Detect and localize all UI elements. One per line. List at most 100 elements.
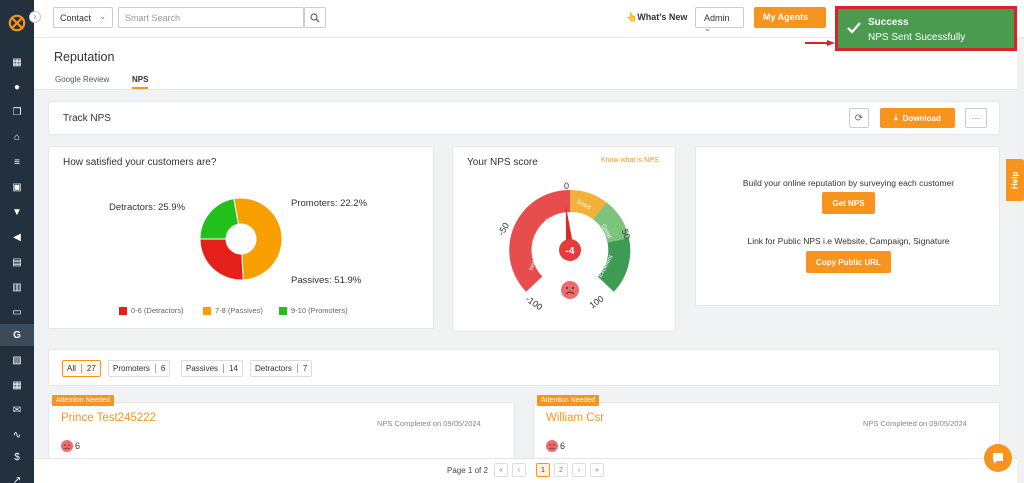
sad-face-icon [546, 440, 558, 452]
pie-slice-passives [233, 197, 283, 281]
mail-icon[interactable]: ✉ [12, 404, 22, 416]
last-page-button[interactable]: » [589, 463, 604, 477]
satisfaction-pie-chart [199, 197, 283, 281]
search-icon [310, 12, 320, 22]
filter-icon[interactable]: ▼ [12, 206, 22, 218]
gauge-hub [559, 239, 581, 261]
copy-public-url-button[interactable]: Copy Public URL [806, 251, 891, 273]
detractors-data-label: Detractors: 25.9% [109, 202, 186, 213]
filter-all[interactable]: All 27 [62, 360, 101, 377]
get-nps-button[interactable]: Get NPS [822, 192, 875, 214]
admin-dropdown[interactable]: Admin ⌄ [695, 7, 744, 33]
legend-swatch [119, 306, 127, 315]
filter-count: 14 [223, 364, 238, 373]
chat-icon [993, 453, 1003, 464]
respondent-name[interactable]: Prince Test245222 [61, 412, 157, 424]
folder-icon[interactable]: ▭ [12, 306, 22, 318]
download-label: Download [902, 113, 941, 123]
contact-select[interactable]: Contact ⌄ [53, 7, 113, 28]
reports-icon[interactable]: ▥ [12, 281, 22, 293]
score-count: 6 [75, 441, 81, 451]
toast-title: Success [868, 17, 909, 28]
search-input[interactable]: Smart Search [118, 7, 304, 28]
chat-button[interactable] [984, 444, 1012, 472]
track-nps-bar: Track NPS ⟳ ⤓ Download ··· [48, 101, 1000, 135]
legend-swatch [279, 306, 287, 315]
calendar-icon[interactable]: ▦ [12, 379, 22, 391]
contacts-icon[interactable]: ● [13, 81, 21, 93]
contact-card-icon[interactable]: ▣ [12, 181, 22, 193]
filter-passives[interactable]: Passives 14 [181, 360, 243, 377]
refresh-button[interactable]: ⟳ [849, 108, 869, 128]
prev-page-button[interactable]: ‹ [511, 463, 526, 477]
whats-new-label: What's New [637, 12, 688, 22]
nps-score-title: Your NPS score [467, 157, 538, 168]
next-page-button[interactable]: › [571, 463, 586, 477]
nps-gauge: -4 Needs Improvement Good Great Excellen… [509, 189, 631, 299]
filter-promoters[interactable]: Promoters 6 [108, 360, 171, 377]
filter-detractors[interactable]: Detractors 7 [250, 360, 313, 377]
google-reputation-icon[interactable]: G [0, 324, 34, 346]
respondent-name[interactable]: William Csr [546, 412, 605, 424]
bank-icon[interactable]: ⌂ [13, 131, 21, 143]
legend-label: 7-8 (Passives) [215, 306, 263, 315]
legend-swatch [203, 306, 211, 315]
nps-score-card: Your NPS score Know what is NPS -4 Needs… [452, 146, 676, 332]
download-button[interactable]: ⤓ Download [880, 108, 955, 128]
contact-select-value: Contact [60, 13, 92, 23]
tab-nps[interactable]: NPS [132, 75, 149, 89]
signature-icon[interactable]: ∿ [12, 429, 22, 441]
completion-date: NPS Completed on 09/05/2024 [377, 419, 481, 428]
page-2-button[interactable]: 2 [553, 463, 568, 477]
download-icon: ⤓ [894, 113, 898, 122]
list-icon[interactable]: ≡ [14, 156, 20, 168]
whats-new-link[interactable]: 👆What's New [626, 12, 687, 23]
billing-icon[interactable]: $ [14, 451, 20, 463]
gauge-great [593, 202, 629, 243]
response-card[interactable] [533, 402, 1000, 460]
filter-count: 7 [296, 364, 307, 373]
response-card[interactable] [48, 402, 515, 460]
page-header: Reputation Google Review NPS [34, 38, 1024, 90]
build-reputation-text: Build your online reputation by surveyin… [742, 178, 955, 188]
nps-score-value: -4 [566, 246, 575, 257]
hand-icon: 👆 [626, 12, 638, 22]
satisfaction-card: How satisfied your customers are? Detrac… [48, 146, 434, 329]
gauge-needle [565, 205, 574, 251]
search-button[interactable] [304, 7, 326, 28]
success-toast[interactable]: Success NPS Sent Sucessfully [835, 6, 1017, 51]
page-1-button[interactable]: 1 [535, 463, 550, 477]
passives-data-label: Passives: 51.9% [291, 275, 362, 286]
forms-icon[interactable]: ▧ [12, 354, 22, 366]
more-icon: ··· [971, 113, 981, 123]
first-page-button[interactable]: « [493, 463, 508, 477]
legend-label: 0-6 (Detractors) [131, 306, 184, 315]
track-nps-title: Track NPS [63, 113, 111, 124]
notes-icon[interactable]: ▤ [12, 256, 22, 268]
documents-icon[interactable]: ❐ [12, 106, 22, 118]
app-logo[interactable] [8, 14, 26, 32]
my-agents-button[interactable]: My Agents ⌄ [754, 7, 826, 32]
pie-slice-detractors [199, 238, 244, 281]
sad-face-icon [561, 281, 579, 299]
dashboard-icon[interactable]: ▦ [12, 56, 22, 68]
completion-date: NPS Completed on 09/05/2024 [863, 419, 967, 428]
tab-google-review[interactable]: Google Review [55, 75, 110, 84]
score-count: 6 [560, 441, 566, 451]
analytics-icon[interactable]: ↗ [12, 474, 22, 483]
attention-badge: Attention Needed [52, 395, 115, 406]
promoters-data-label: Promoters: 22.2% [291, 198, 368, 209]
filter-label: Passives [186, 364, 219, 373]
satisfaction-title: How satisfied your customers are? [63, 157, 217, 168]
filter-count: 6 [154, 364, 165, 373]
sad-face-icon [61, 440, 73, 452]
megaphone-icon[interactable]: ◀ [13, 231, 21, 243]
scrollbar[interactable] [1017, 38, 1024, 483]
more-options-button[interactable]: ··· [965, 108, 987, 128]
sidebar-toggle-chevron-icon[interactable]: › [29, 11, 41, 23]
know-what-is-nps-link[interactable]: Know what is NPS [601, 157, 659, 164]
help-tab[interactable]: Help [1006, 159, 1024, 201]
chevron-down-icon: ⌄ [763, 22, 771, 32]
gauge-needs-improvement [509, 189, 570, 292]
filter-label: Detractors [255, 364, 292, 373]
